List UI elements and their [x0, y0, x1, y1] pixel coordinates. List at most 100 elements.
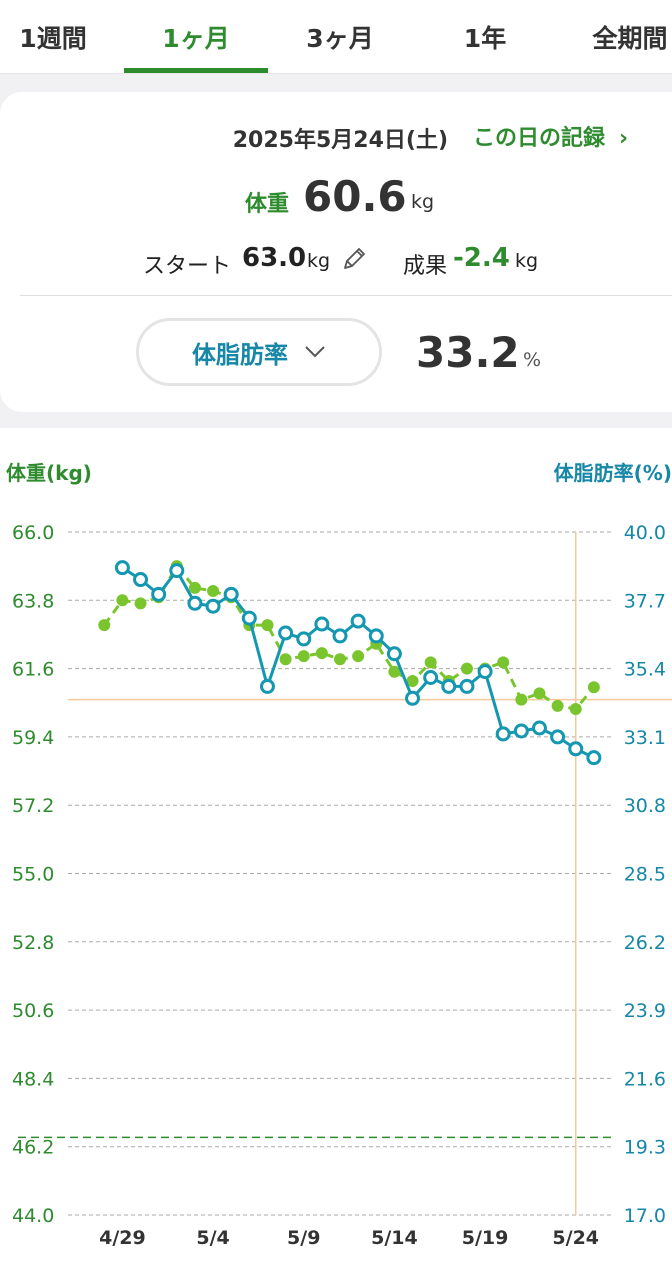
- left-tick-label: 55.0: [12, 864, 54, 886]
- fat-point: [477, 664, 493, 680]
- weight-point: [334, 653, 346, 666]
- axis-ticks: 66.0 40.0 63.8 37.7 61.6 35.4 59.4 33.1 57.2 30.8…: [12, 522, 666, 1249]
- fat-point: [568, 741, 584, 757]
- x-tick-label: 4/29: [99, 1227, 146, 1249]
- weight-point: [279, 653, 292, 666]
- weight-value: 60.6: [303, 172, 407, 221]
- right-tick-label: 28.5: [624, 864, 666, 886]
- right-tick-label: 26.2: [624, 932, 666, 954]
- fat-point: [332, 628, 348, 644]
- weight-fat-chart[interactable]: 体重(kg) 体脂肪率(%) 66.0 40.0 63.8 37.7 61.6 35.4 5…: [0, 428, 672, 1285]
- chevron-down-icon: [305, 346, 325, 358]
- weight-point: [261, 619, 274, 632]
- fat-point: [459, 678, 475, 694]
- tab-1-month[interactable]: 1ヶ月: [162, 24, 230, 53]
- weight-point: [297, 650, 310, 663]
- fat-point: [405, 690, 421, 706]
- right-tick-label: 23.9: [624, 1000, 666, 1022]
- x-tick-label: 5/19: [462, 1227, 509, 1249]
- start-unit: kg: [307, 250, 331, 272]
- fat-point: [441, 678, 457, 694]
- fat-point: [550, 729, 566, 745]
- weight-point: [116, 594, 129, 607]
- tab-1-week[interactable]: 1週間: [19, 24, 87, 53]
- fat-point: [223, 586, 239, 602]
- weight-point: [569, 702, 582, 715]
- fat-point: [314, 616, 330, 632]
- tab-1-year[interactable]: 1年: [463, 24, 507, 53]
- left-tick-label: 48.4: [12, 1068, 54, 1090]
- chevron-right-icon: ›: [619, 126, 629, 151]
- period-tabs: 1週間 1ヶ月 3ヶ月 1年 全期間: [0, 0, 672, 74]
- day-record-link[interactable]: この日の記録 ›: [473, 120, 628, 152]
- left-tick-label: 44.0: [12, 1205, 54, 1227]
- result-unit: kg: [515, 250, 539, 272]
- fat-point: [169, 563, 185, 579]
- tab-3-months[interactable]: 3ヶ月: [306, 24, 374, 53]
- weight-point: [207, 584, 220, 597]
- metric-unit: %: [523, 349, 542, 371]
- weight-series-line: [103, 563, 596, 711]
- left-tick-label: 66.0: [12, 522, 54, 544]
- weight-point: [352, 650, 365, 663]
- selected-date: 2025年5月24日(土): [232, 128, 448, 153]
- left-tick-label: 46.2: [12, 1137, 54, 1159]
- metric-selector-label: 体脂肪率: [192, 340, 288, 369]
- fat-point: [241, 610, 257, 626]
- left-tick-label: 57.2: [12, 795, 54, 817]
- tab-all-period[interactable]: 全期間: [592, 24, 668, 53]
- day-record-label: この日の記録: [473, 126, 606, 151]
- left-tick-label: 50.6: [12, 1000, 54, 1022]
- right-axis-label: 体脂肪率(%): [554, 461, 672, 485]
- weight-point: [424, 656, 437, 669]
- start-label: スタート: [143, 254, 232, 279]
- fat-point: [495, 726, 511, 742]
- left-tick-label: 52.8: [12, 932, 54, 954]
- fat-point: [296, 631, 312, 647]
- fat-point: [368, 628, 384, 644]
- fat-point: [513, 723, 529, 739]
- fat-point: [205, 598, 221, 614]
- right-tick-label: 19.3: [624, 1137, 666, 1159]
- fat-point: [133, 572, 149, 588]
- right-tick-label: 30.8: [624, 795, 666, 817]
- chart-marks: [18, 532, 672, 1215]
- pencil-icon[interactable]: [341, 246, 367, 272]
- weight-point: [388, 665, 401, 678]
- weight-point: [134, 597, 147, 610]
- chart-panel: [0, 428, 672, 1285]
- x-tick-label: 5/9: [287, 1227, 320, 1249]
- fat-point: [423, 670, 439, 686]
- right-tick-label: 17.0: [624, 1205, 666, 1227]
- left-axis-label: 体重(kg): [6, 461, 92, 485]
- weight-label: 体重: [245, 192, 290, 217]
- active-tab-indicator: [124, 68, 268, 73]
- weight-point: [533, 687, 546, 700]
- fat-point: [586, 750, 602, 766]
- weight-point: [587, 681, 600, 694]
- x-tick-label: 5/14: [371, 1227, 418, 1249]
- weight-point: [315, 647, 328, 660]
- x-tick-label: 5/4: [196, 1227, 229, 1249]
- right-tick-label: 40.0: [624, 522, 666, 544]
- fat-point: [259, 678, 275, 694]
- result-value: -2.4: [453, 243, 510, 273]
- right-tick-label: 37.7: [624, 590, 666, 612]
- metric-selector-button[interactable]: 体脂肪率: [136, 318, 382, 386]
- fat-point: [151, 586, 167, 602]
- right-tick-label: 33.1: [624, 727, 666, 749]
- start-value: 63.0: [242, 243, 307, 273]
- left-tick-label: 63.8: [12, 590, 54, 612]
- fat-point: [114, 560, 130, 576]
- result-label: 成果: [403, 254, 448, 279]
- right-tick-label: 21.6: [624, 1068, 666, 1090]
- weight-point: [515, 693, 528, 706]
- weight-point: [98, 619, 111, 632]
- weight-point: [406, 675, 419, 688]
- weight-point: [188, 581, 201, 594]
- weight-unit: kg: [411, 191, 435, 213]
- metric-value: 33.2: [416, 328, 520, 377]
- right-tick-label: 35.4: [624, 659, 666, 681]
- weight-point: [551, 699, 564, 712]
- x-tick-label: 5/24: [552, 1227, 599, 1249]
